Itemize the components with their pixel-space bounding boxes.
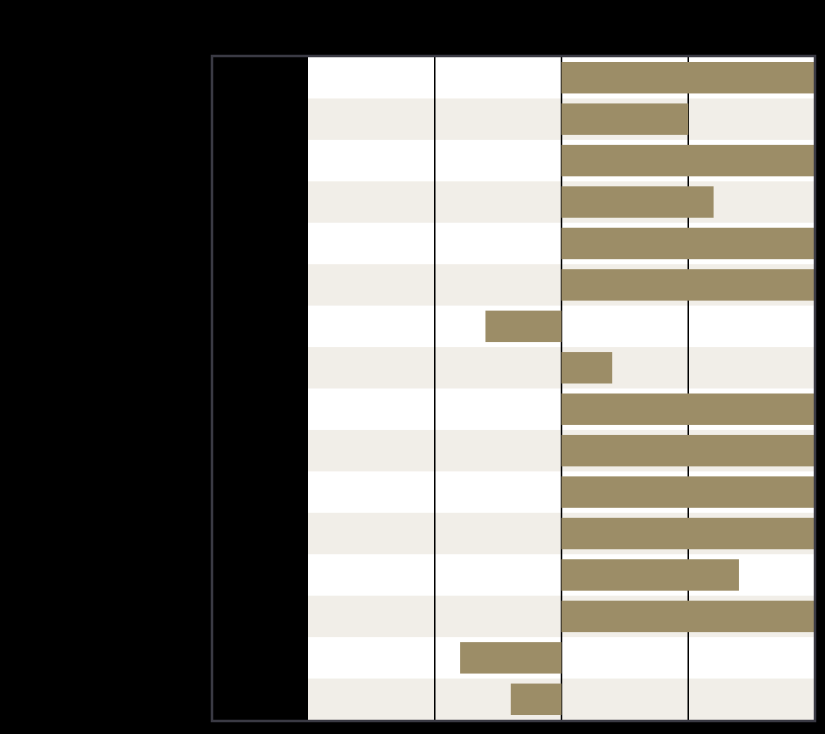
bar (561, 352, 613, 384)
bar (561, 517, 815, 550)
bar (561, 393, 815, 425)
bar (561, 269, 815, 301)
bar (460, 642, 562, 674)
bar (561, 559, 739, 591)
bar (561, 476, 815, 508)
bar (510, 683, 562, 715)
plot-frame (210, 54, 817, 723)
bar (561, 186, 714, 218)
bar (561, 434, 815, 467)
bar (561, 103, 689, 135)
bars (460, 62, 815, 715)
bar (561, 62, 815, 94)
bar (561, 600, 815, 633)
category-label-panel (214, 57, 308, 721)
bar (561, 227, 815, 260)
bar (561, 144, 815, 177)
bar (485, 310, 562, 343)
